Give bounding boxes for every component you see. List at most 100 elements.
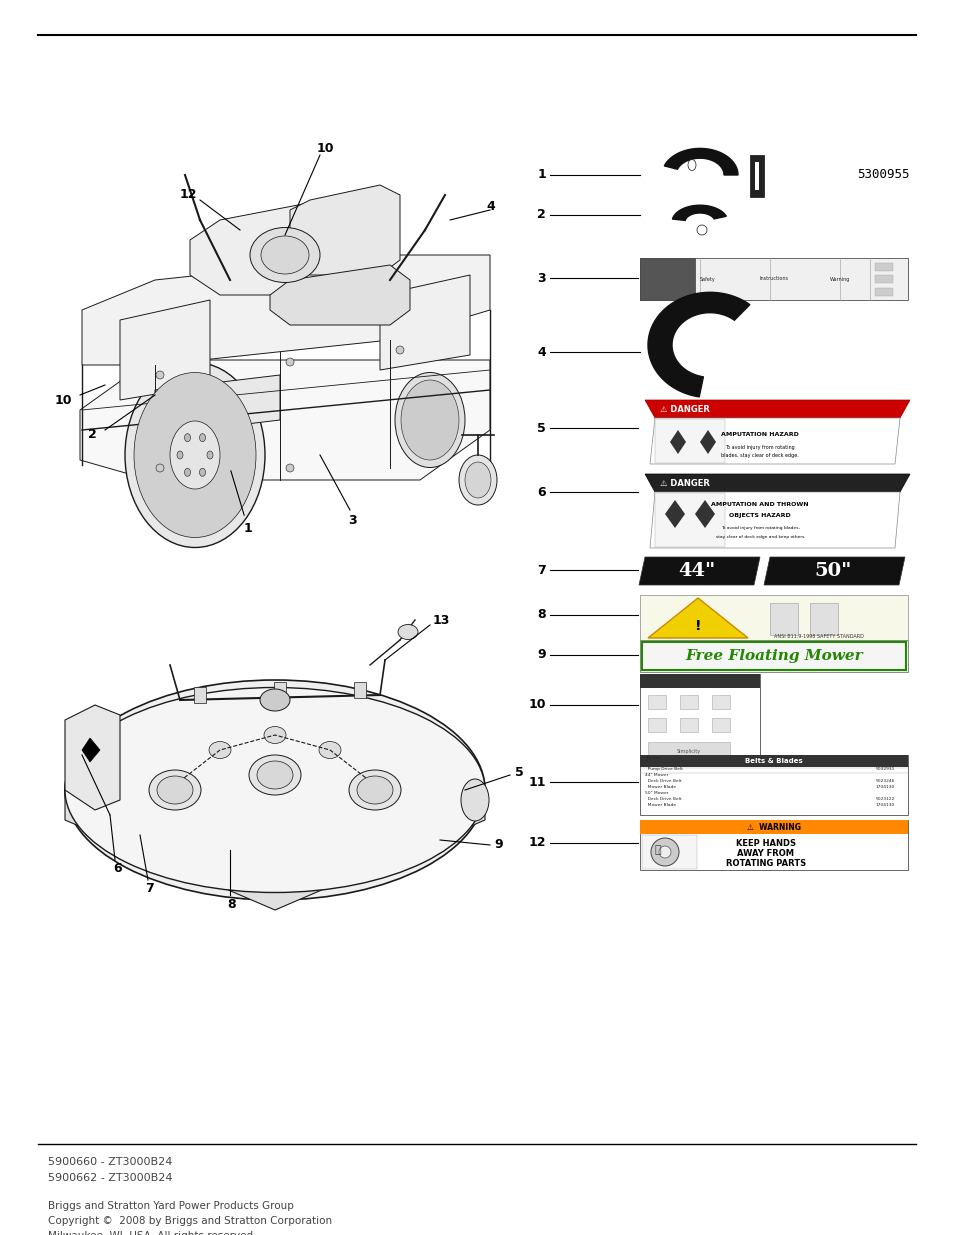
Polygon shape <box>664 500 684 529</box>
Text: 50": 50" <box>814 562 851 580</box>
Text: Belts & Blades: Belts & Blades <box>744 758 802 764</box>
Ellipse shape <box>458 454 497 505</box>
Polygon shape <box>649 492 899 548</box>
Bar <box>679 695 698 709</box>
Ellipse shape <box>356 776 393 804</box>
Bar <box>655 493 724 547</box>
Text: Milwaukee, WI, USA. All rights reserved: Milwaukee, WI, USA. All rights reserved <box>48 1230 253 1235</box>
Ellipse shape <box>464 462 491 498</box>
Text: AWAY FROM: AWAY FROM <box>737 850 794 858</box>
Text: 1704130: 1704130 <box>875 803 894 806</box>
Text: ✋: ✋ <box>654 845 660 855</box>
Circle shape <box>659 846 670 858</box>
Bar <box>769 603 797 635</box>
Ellipse shape <box>400 380 458 459</box>
Ellipse shape <box>65 688 484 893</box>
Bar <box>641 642 905 671</box>
Text: 50" Mower: 50" Mower <box>644 790 668 795</box>
Text: Safety: Safety <box>700 277 715 282</box>
Text: 7: 7 <box>537 563 545 577</box>
Text: stay clear of deck edge and keep others: stay clear of deck edge and keep others <box>715 535 803 538</box>
Bar <box>639 755 907 815</box>
Bar <box>639 258 907 300</box>
Bar <box>749 156 763 198</box>
Bar <box>639 674 760 688</box>
Polygon shape <box>379 275 470 370</box>
Polygon shape <box>154 375 280 435</box>
Ellipse shape <box>395 373 464 468</box>
Polygon shape <box>672 205 725 220</box>
Text: Simplicity: Simplicity <box>677 750 700 755</box>
Circle shape <box>286 358 294 366</box>
Bar <box>655 419 724 463</box>
Polygon shape <box>290 185 399 275</box>
Text: 5: 5 <box>537 421 545 435</box>
Ellipse shape <box>199 433 205 442</box>
Ellipse shape <box>149 769 201 810</box>
Text: Ⓢ: Ⓢ <box>697 340 702 350</box>
Ellipse shape <box>125 363 265 547</box>
Text: 5023246: 5023246 <box>875 779 894 783</box>
Polygon shape <box>695 500 714 529</box>
Bar <box>754 162 759 190</box>
Text: ⚠ DANGER: ⚠ DANGER <box>659 478 709 488</box>
Polygon shape <box>65 790 484 910</box>
Polygon shape <box>190 195 379 295</box>
Text: AMPUTATION AND THROWN: AMPUTATION AND THROWN <box>710 503 808 508</box>
Ellipse shape <box>349 769 400 810</box>
Text: 5900662 - ZT3000B24: 5900662 - ZT3000B24 <box>48 1172 172 1183</box>
Text: 13: 13 <box>433 614 450 626</box>
Bar <box>193 687 206 703</box>
Bar <box>874 275 892 283</box>
Text: Deck Drive Belt: Deck Drive Belt <box>644 797 681 802</box>
Text: ⚠ DANGER: ⚠ DANGER <box>659 405 709 414</box>
Text: !: ! <box>694 619 700 634</box>
Text: AMPUTATION HAZARD: AMPUTATION HAZARD <box>720 432 798 437</box>
Bar <box>874 263 892 270</box>
Text: 1704130: 1704130 <box>875 785 894 789</box>
Text: 9: 9 <box>494 839 502 851</box>
Text: KEEP HANDS: KEEP HANDS <box>735 839 795 847</box>
Text: Tractor: Tractor <box>644 756 659 760</box>
Ellipse shape <box>397 625 417 640</box>
Text: 44" Mower: 44" Mower <box>644 773 668 777</box>
Text: 4: 4 <box>486 200 495 214</box>
Ellipse shape <box>133 373 255 537</box>
Text: Pump Drive Belt: Pump Drive Belt <box>644 767 682 771</box>
Polygon shape <box>763 557 904 585</box>
Polygon shape <box>647 293 749 396</box>
Text: ANSI B11.9-1998 SAFETY STANDARD: ANSI B11.9-1998 SAFETY STANDARD <box>773 635 863 640</box>
Text: 5300955: 5300955 <box>857 168 909 182</box>
Ellipse shape <box>264 726 286 743</box>
Text: ⚠  WARNING: ⚠ WARNING <box>746 823 801 831</box>
Text: 5023122: 5023122 <box>875 797 894 802</box>
Text: blades, stay clear of deck edge.: blades, stay clear of deck edge. <box>720 452 798 457</box>
Ellipse shape <box>460 779 489 821</box>
Text: Copyright ©  2008 by Briggs and Stratton Corporation: Copyright © 2008 by Briggs and Stratton … <box>48 1215 332 1225</box>
Ellipse shape <box>157 776 193 804</box>
Ellipse shape <box>184 468 191 477</box>
Text: 1: 1 <box>243 521 253 535</box>
Bar <box>874 288 892 296</box>
Circle shape <box>156 464 164 472</box>
Polygon shape <box>120 300 210 400</box>
Text: 8: 8 <box>537 609 545 621</box>
Text: 10: 10 <box>315 142 334 154</box>
Text: 1: 1 <box>537 168 545 182</box>
Circle shape <box>286 464 294 472</box>
Circle shape <box>156 370 164 379</box>
Bar <box>639 820 907 834</box>
Ellipse shape <box>249 755 301 795</box>
Ellipse shape <box>184 433 191 442</box>
Text: 2: 2 <box>537 209 545 221</box>
Polygon shape <box>644 474 909 492</box>
Text: 5: 5 <box>515 766 523 778</box>
Text: Warning: Warning <box>829 277 849 282</box>
Text: 5032931: 5032931 <box>875 767 894 771</box>
Text: 12: 12 <box>528 836 545 850</box>
Text: 6: 6 <box>113 862 122 874</box>
Ellipse shape <box>170 421 220 489</box>
Bar <box>639 595 907 643</box>
Bar <box>711 695 729 709</box>
Polygon shape <box>82 254 490 366</box>
